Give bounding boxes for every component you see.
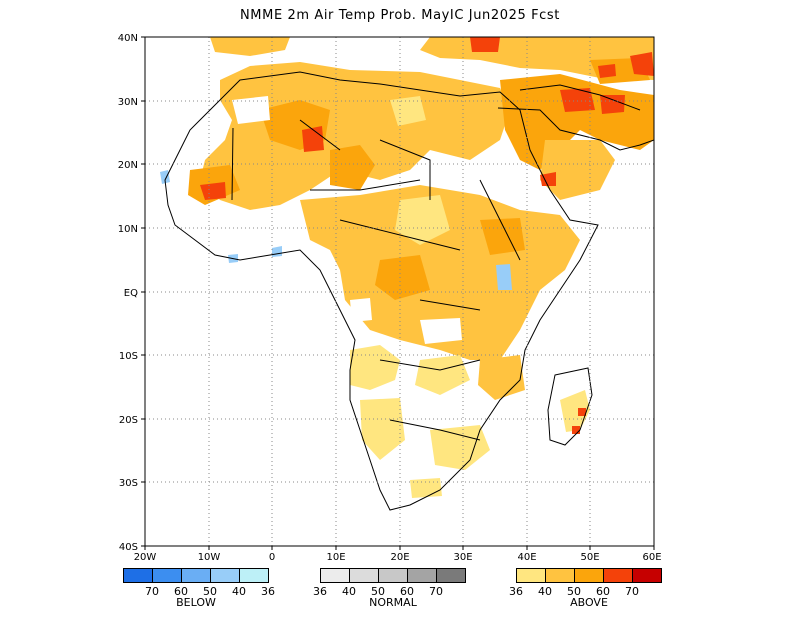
lon-label-20w: 20W (134, 552, 157, 563)
lat-label-20n: 20N (118, 160, 138, 171)
lon-label-50e: 50E (580, 552, 599, 563)
legend-normal: 36 40 50 60 70 NORMAL (313, 568, 466, 609)
legend-above-swatch (546, 569, 575, 582)
lon-label-40e: 40E (517, 552, 536, 563)
legend-below-tick: 50 (203, 585, 217, 598)
legend-below-swatch (240, 569, 268, 582)
legend-below-swatch (182, 569, 211, 582)
legend-below-colorbar (123, 568, 269, 583)
legend-above-tick: 70 (625, 585, 639, 598)
legend-normal-tick: 36 (313, 585, 327, 598)
legend-normal-swatch (379, 569, 408, 582)
legend-normal-swatch (437, 569, 465, 582)
legend-above-tick: 36 (509, 585, 523, 598)
legend-normal-tick: 50 (371, 585, 385, 598)
legend-above-tick: 40 (538, 585, 552, 598)
lon-label-10w: 10W (198, 552, 221, 563)
lon-label-20e: 20E (390, 552, 409, 563)
probability-shading (160, 37, 654, 498)
legend-above-swatch (633, 569, 661, 582)
legend-normal-tick: 40 (342, 585, 356, 598)
lon-label-10e: 10E (326, 552, 345, 563)
lat-label-10n: 10N (118, 224, 138, 235)
legend-normal-label: NORMAL (369, 596, 417, 609)
plot-ticks (141, 36, 655, 550)
legend-below: 70 60 50 40 36 BELOW (123, 568, 275, 609)
lat-label-30n: 30N (118, 97, 138, 108)
lat-label-10s: 10S (119, 351, 138, 362)
legend-below-swatch (153, 569, 182, 582)
legend-above-swatch (517, 569, 546, 582)
legend-below-swatch (211, 569, 240, 582)
legend-below-tick: 70 (145, 585, 159, 598)
legend-below-label: BELOW (176, 596, 216, 609)
legend-normal-colorbar (320, 568, 466, 583)
legend-normal-tick: 70 (429, 585, 443, 598)
legend-above-swatch (575, 569, 604, 582)
legend-normal-tick: 60 (400, 585, 414, 598)
legend-above-colorbar (516, 568, 662, 583)
lat-label-40n: 40N (118, 33, 138, 44)
lon-label-30e: 30E (453, 552, 472, 563)
lon-label-0: 0 (269, 552, 275, 563)
legend-above: 36 40 50 60 70 ABOVE (509, 568, 662, 609)
legend-below-tick: 60 (174, 585, 188, 598)
lat-label-40s: 40S (119, 542, 138, 553)
lon-label-60e: 60E (642, 552, 661, 563)
legend-normal-swatch (408, 569, 437, 582)
legend-above-tick: 50 (567, 585, 581, 598)
coastlines (164, 71, 654, 511)
legend-below-swatch (124, 569, 153, 582)
legend-below-tick: 36 (261, 585, 275, 598)
lat-label-20s: 20S (119, 415, 138, 426)
legend-above-label: ABOVE (570, 596, 608, 609)
grid-lines (145, 37, 654, 546)
legend-below-tick: 40 (232, 585, 246, 598)
legend-normal-swatch (350, 569, 379, 582)
legend-normal-swatch (321, 569, 350, 582)
lat-label-30s: 30S (119, 478, 138, 489)
lat-label-eq: EQ (124, 288, 138, 299)
map-title: NMME 2m Air Temp Prob. MayIC Jun2025 Fcs… (239, 8, 560, 23)
legend-above-tick: 60 (596, 585, 610, 598)
legend-above-swatch (604, 569, 633, 582)
